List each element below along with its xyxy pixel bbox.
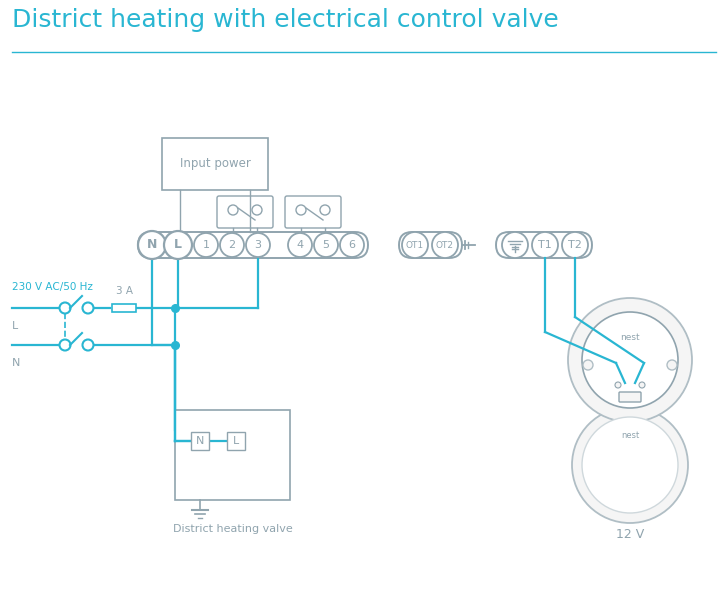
Text: 230 V AC/50 Hz: 230 V AC/50 Hz <box>12 282 93 292</box>
Text: 12 V: 12 V <box>616 528 644 541</box>
Text: T1: T1 <box>538 240 552 250</box>
Circle shape <box>228 205 238 215</box>
FancyBboxPatch shape <box>285 196 341 228</box>
Circle shape <box>572 407 688 523</box>
Circle shape <box>502 232 528 258</box>
Circle shape <box>246 233 270 257</box>
Text: 1: 1 <box>202 240 210 250</box>
Circle shape <box>194 233 218 257</box>
Circle shape <box>582 312 678 408</box>
Circle shape <box>582 417 678 513</box>
Text: OT2: OT2 <box>436 241 454 249</box>
Circle shape <box>288 233 312 257</box>
Circle shape <box>314 233 338 257</box>
Circle shape <box>164 231 192 259</box>
Text: N: N <box>196 436 204 446</box>
Text: 5: 5 <box>323 240 330 250</box>
Circle shape <box>138 231 166 259</box>
Circle shape <box>583 360 593 370</box>
FancyBboxPatch shape <box>217 196 273 228</box>
Text: nest: nest <box>620 333 640 343</box>
Circle shape <box>60 302 71 314</box>
Circle shape <box>60 340 71 350</box>
Circle shape <box>402 232 428 258</box>
Circle shape <box>639 382 645 388</box>
Text: District heating with electrical control valve: District heating with electrical control… <box>12 8 559 32</box>
Text: T2: T2 <box>568 240 582 250</box>
Text: OT1: OT1 <box>406 241 424 249</box>
Text: District heating valve: District heating valve <box>173 524 293 534</box>
Circle shape <box>220 233 244 257</box>
Text: N: N <box>147 239 157 251</box>
Text: 4: 4 <box>296 240 304 250</box>
Text: 2: 2 <box>229 240 236 250</box>
Circle shape <box>340 233 364 257</box>
FancyBboxPatch shape <box>175 410 290 500</box>
Text: Input power: Input power <box>180 157 250 170</box>
Text: 3: 3 <box>255 240 261 250</box>
Text: nest: nest <box>621 431 639 440</box>
FancyBboxPatch shape <box>399 232 462 258</box>
Text: N: N <box>12 358 20 368</box>
FancyBboxPatch shape <box>162 138 268 190</box>
Circle shape <box>82 302 93 314</box>
Circle shape <box>82 340 93 350</box>
FancyBboxPatch shape <box>227 432 245 450</box>
Circle shape <box>320 205 330 215</box>
Circle shape <box>532 232 558 258</box>
FancyBboxPatch shape <box>191 432 209 450</box>
FancyBboxPatch shape <box>496 232 592 258</box>
Circle shape <box>615 382 621 388</box>
Circle shape <box>296 205 306 215</box>
Text: 3 A: 3 A <box>116 286 132 296</box>
Bar <box>112 304 136 312</box>
Circle shape <box>667 360 677 370</box>
FancyBboxPatch shape <box>138 232 368 258</box>
FancyBboxPatch shape <box>619 392 641 402</box>
Circle shape <box>432 232 458 258</box>
Circle shape <box>562 232 588 258</box>
Circle shape <box>252 205 262 215</box>
Text: 6: 6 <box>349 240 355 250</box>
Circle shape <box>568 298 692 422</box>
Text: L: L <box>233 436 239 446</box>
Text: L: L <box>174 239 182 251</box>
Text: L: L <box>12 321 18 331</box>
